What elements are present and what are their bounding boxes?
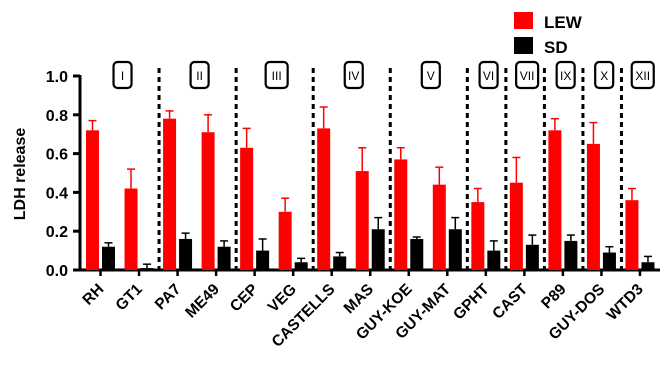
y-tick-label: 0.0 bbox=[46, 263, 68, 280]
bars bbox=[86, 118, 655, 271]
group-box-iii bbox=[264, 60, 289, 90]
group-box-x bbox=[594, 60, 615, 90]
bar-sd-cep bbox=[256, 250, 270, 270]
bar-sd-guy-dos bbox=[602, 252, 616, 270]
bar-sd-castells bbox=[333, 256, 347, 270]
group-box-xii bbox=[630, 60, 655, 90]
bar-lew-me49 bbox=[201, 132, 215, 270]
group-label-v: V bbox=[427, 69, 435, 83]
bar-sd-mas bbox=[371, 229, 385, 270]
group-label-iii: III bbox=[272, 69, 282, 83]
y-tick-label: 1.0 bbox=[46, 69, 68, 86]
x-tick-label-p89: P89 bbox=[538, 281, 570, 313]
x-tick-label-me49: ME49 bbox=[182, 281, 223, 322]
bar-lew-mas bbox=[355, 171, 369, 270]
bar-lew-guy-dos bbox=[586, 143, 600, 270]
bar-lew-gpht bbox=[471, 202, 485, 270]
group-box-iv bbox=[343, 60, 364, 90]
bar-sd-guy-mat bbox=[448, 229, 462, 270]
bar-lew-gt1 bbox=[124, 188, 138, 270]
y-axis-label: LDH release bbox=[12, 128, 29, 221]
bar-sd-p89 bbox=[564, 240, 578, 270]
x-tick-label-rh: RH bbox=[79, 281, 107, 309]
bar-sd-gpht bbox=[487, 250, 501, 270]
legend-label-lew: LEW bbox=[544, 13, 583, 32]
x-tick-label-cast: CAST bbox=[489, 280, 531, 322]
bar-lew-p89 bbox=[548, 130, 562, 270]
bar-sd-guy-koe bbox=[410, 238, 424, 270]
y-tick-label: 0.4 bbox=[46, 185, 68, 202]
legend-swatch-sd bbox=[514, 37, 533, 54]
bar-lew-castells bbox=[317, 128, 331, 270]
bar-sd-rh bbox=[102, 246, 115, 270]
group-box-v bbox=[420, 60, 441, 90]
bar-lew-guy-koe bbox=[394, 159, 408, 270]
x-tick-label-wtd3: WTD3 bbox=[604, 281, 647, 324]
group-label-x: X bbox=[600, 69, 608, 83]
group-label-i: I bbox=[121, 69, 124, 83]
group-label-vii: VII bbox=[520, 69, 535, 83]
bar-sd-pa7 bbox=[179, 238, 193, 270]
group-box-ix bbox=[555, 60, 576, 90]
bar-lew-wtd3 bbox=[625, 200, 639, 270]
x-tick-label-gt1: GT1 bbox=[113, 281, 147, 315]
y-tick-label: 0.2 bbox=[46, 224, 68, 241]
x-tick-label-gpht: GPHT bbox=[450, 280, 493, 323]
group-label-xii: XII bbox=[635, 69, 650, 83]
group-label-ix: IX bbox=[560, 69, 571, 83]
x-tick-label-cep: CEP bbox=[227, 281, 262, 316]
bar-sd-me49 bbox=[217, 246, 231, 270]
y-tick-label: 0.8 bbox=[46, 108, 68, 125]
bar-sd-wtd3 bbox=[641, 262, 655, 270]
bar-lew-rh bbox=[86, 130, 99, 270]
group-box-i bbox=[112, 60, 133, 90]
legend: LEW SD bbox=[514, 12, 583, 57]
group-box-ii bbox=[189, 60, 210, 90]
bar-lew-cast bbox=[509, 182, 523, 270]
error-bars bbox=[88, 106, 652, 269]
legend-label-sd: SD bbox=[544, 38, 568, 57]
x-tick-label-pa7: PA7 bbox=[152, 281, 185, 314]
group-box-vii bbox=[515, 60, 540, 90]
bar-lew-pa7 bbox=[163, 118, 177, 271]
group-separators bbox=[157, 68, 623, 270]
x-tick-label-veg: VEG bbox=[265, 281, 300, 316]
bar-lew-veg bbox=[278, 211, 292, 270]
bar-lew-guy-mat bbox=[432, 184, 446, 270]
group-box-vi bbox=[478, 60, 499, 90]
bar-sd-gt1 bbox=[140, 268, 154, 270]
bar-lew-cep bbox=[240, 147, 254, 270]
group-labels: I II III IV V VI VII IX X XII bbox=[112, 60, 655, 90]
bar-sd-cast bbox=[525, 244, 539, 270]
y-tick-label: 0.6 bbox=[46, 147, 68, 164]
bar-sd-veg bbox=[294, 262, 308, 270]
group-label-vi: VI bbox=[483, 69, 494, 83]
legend-swatch-lew bbox=[514, 12, 533, 29]
group-label-iv: IV bbox=[348, 69, 359, 83]
group-label-ii: II bbox=[196, 69, 203, 83]
